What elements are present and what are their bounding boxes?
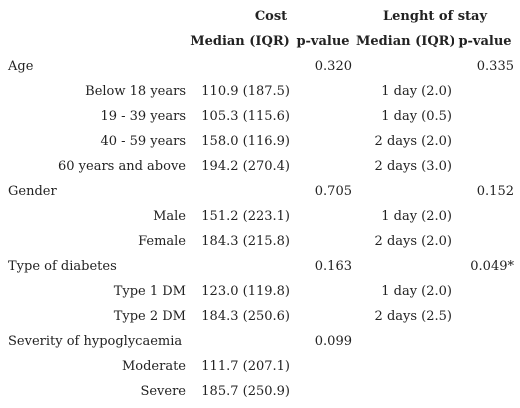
subgroup-label: Below 18 years [85, 84, 186, 99]
table-row: Male 151.2 (223.1) 1 day (2.0) [6, 204, 516, 229]
los-p-value-cell [454, 329, 516, 354]
cost-median-iqr-cell: 111.7 (207.1) [201, 359, 290, 374]
table-row: Below 18 years 110.9 (187.5) 1 day (2.0) [6, 79, 516, 104]
los-p-value-cell [454, 79, 516, 104]
los-median-iqr-cell: 2 days (2.0) [374, 234, 452, 249]
cost-median-iqr-cell: 158.0 (116.9) [201, 134, 290, 149]
cost-p-value-cell: 0.099 [314, 334, 352, 349]
cost-median-iqr-cell: 105.3 (115.6) [201, 109, 290, 124]
subgroup-label: Severe [140, 384, 186, 399]
header-row-stats: Median (IQR) p-value Median (IQR) p-valu… [6, 29, 516, 54]
header-length-of-stay: Lenght of stay [382, 9, 488, 24]
subgroup-label: 19 - 39 years [100, 109, 186, 124]
cost-median-iqr-cell [188, 329, 292, 354]
table-row: 19 - 39 years 105.3 (115.6) 1 day (0.5) [6, 104, 516, 129]
cost-p-value-cell [292, 104, 354, 129]
los-p-value-cell: 0.049* [470, 259, 514, 274]
cost-p-value-cell: 0.705 [314, 184, 352, 199]
table-category-row: Gender 0.705 0.152 [6, 179, 516, 204]
table-row: 60 years and above 194.2 (270.4) 2 days (3… [6, 154, 516, 179]
los-median-iqr-cell [354, 54, 454, 79]
table-category-row: Severity of hypoglycaemia 0.099 [6, 329, 516, 354]
los-p-value-cell [454, 229, 516, 254]
table-row: Moderate 111.7 (207.1) [6, 354, 516, 379]
subgroup-label: Type 1 DM [113, 284, 186, 299]
cost-median-iqr-cell: 185.7 (250.9) [201, 384, 290, 399]
table-body: Age 0.320 0.335 Below 18 years 110.9 (187.5)… [6, 54, 516, 404]
cost-p-value-cell [292, 129, 354, 154]
cost-median-iqr-cell: 194.2 (270.4) [201, 159, 290, 174]
los-p-value-cell [454, 354, 516, 379]
los-median-iqr-cell: 1 day (2.0) [381, 84, 452, 99]
cost-p-value-cell [292, 229, 354, 254]
cost-median-iqr-cell [188, 254, 292, 279]
los-p-value-cell: 0.335 [476, 59, 514, 74]
header-blank [6, 29, 188, 54]
header-row-groups: Cost Lenght of stay [6, 4, 516, 29]
subgroup-label: Male [153, 209, 186, 224]
los-p-value-cell [454, 304, 516, 329]
category-label: Severity of hypoglycaemia [8, 334, 183, 349]
table-row: 40 - 59 years 158.0 (116.9) 2 days (2.0) [6, 129, 516, 154]
los-median-iqr-cell: 2 days (2.5) [374, 309, 452, 324]
header-blank [6, 4, 188, 29]
cost-median-iqr-cell [188, 179, 292, 204]
category-label: Gender [8, 184, 57, 199]
cost-p-value-cell [292, 204, 354, 229]
los-p-value-cell: 0.152 [476, 184, 514, 199]
los-median-iqr-cell [354, 179, 454, 204]
cost-los-table: Cost Lenght of stay Median (IQR) p-value… [6, 4, 516, 404]
los-median-iqr-cell [354, 329, 454, 354]
los-median-iqr-cell [354, 254, 454, 279]
table-category-row: Type of diabetes 0.163 0.049* [6, 254, 516, 279]
table-row: Female 184.3 (215.8) 2 days (2.0) [6, 229, 516, 254]
subgroup-label: Type 2 DM [113, 309, 186, 324]
cost-p-value-cell: 0.163 [314, 259, 352, 274]
los-median-iqr-cell: 2 days (3.0) [374, 159, 452, 174]
subgroup-label: Female [138, 234, 186, 249]
header-cost-median-iqr: Median (IQR) [190, 34, 290, 49]
cost-median-iqr-cell [188, 54, 292, 79]
cost-p-value-cell [292, 354, 354, 379]
table-category-row: Age 0.320 0.335 [6, 54, 516, 79]
cost-p-value-cell [292, 304, 354, 329]
cost-median-iqr-cell: 184.3 (250.6) [201, 309, 290, 324]
los-p-value-cell [454, 104, 516, 129]
subgroup-label: 60 years and above [58, 159, 186, 174]
los-median-iqr-cell [354, 379, 454, 404]
los-median-iqr-cell: 1 day (2.0) [381, 284, 452, 299]
category-label: Age [8, 59, 34, 74]
cost-median-iqr-cell: 184.3 (215.8) [201, 234, 290, 249]
cost-p-value-cell [292, 79, 354, 104]
cost-median-iqr-cell: 123.0 (119.8) [201, 284, 290, 299]
los-p-value-cell [454, 154, 516, 179]
los-p-value-cell [454, 129, 516, 154]
los-median-iqr-cell: 1 day (0.5) [381, 109, 452, 124]
los-p-value-cell [454, 204, 516, 229]
header-cost-p-value: p-value [296, 34, 350, 49]
los-p-value-cell [454, 279, 516, 304]
header-los-median-iqr: Median (IQR) [356, 34, 454, 49]
table-row: Severe 185.7 (250.9) [6, 379, 516, 404]
header-los-p-value: p-value [458, 34, 512, 49]
cost-p-value-cell [292, 154, 354, 179]
los-median-iqr-cell: 2 days (2.0) [374, 134, 452, 149]
cost-median-iqr-cell: 110.9 (187.5) [201, 84, 290, 99]
category-label: Type of diabetes [8, 259, 117, 274]
los-median-iqr-cell: 1 day (2.0) [381, 209, 452, 224]
table-row: Type 2 DM 184.3 (250.6) 2 days (2.5) [6, 304, 516, 329]
subgroup-label: 40 - 59 years [100, 134, 186, 149]
table-row: Type 1 DM 123.0 (119.8) 1 day (2.0) [6, 279, 516, 304]
header-cost: Cost [254, 9, 288, 24]
subgroup-label: Moderate [121, 359, 186, 374]
cost-p-value-cell: 0.320 [314, 59, 352, 74]
cost-p-value-cell [292, 279, 354, 304]
cost-p-value-cell [292, 379, 354, 404]
los-median-iqr-cell [354, 354, 454, 379]
los-p-value-cell [454, 379, 516, 404]
cost-median-iqr-cell: 151.2 (223.1) [201, 209, 290, 224]
